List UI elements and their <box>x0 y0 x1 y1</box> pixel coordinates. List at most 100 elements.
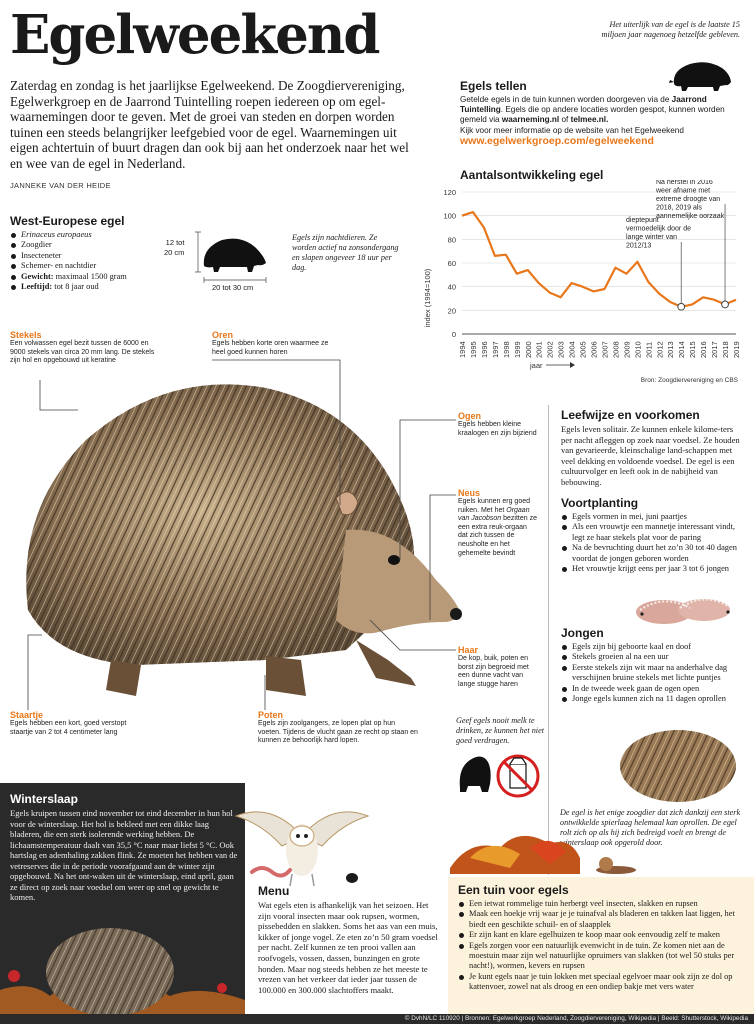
y-tick-label: 20 <box>448 306 456 315</box>
autumn-leaves-image <box>450 835 636 874</box>
byline: JANNEKE VAN DER HEIDE <box>10 181 111 190</box>
x-tick-label: 2019 <box>732 341 741 358</box>
tuin-item: Er zijn kant en klare egelhuizen te koop… <box>458 930 748 940</box>
worm-and-beetle-image <box>250 866 358 883</box>
egels-tellen-title: Egels tellen <box>460 79 527 93</box>
tuin-item: Je kunt egels naar je tuin lokken met sp… <box>458 972 748 993</box>
west-item: Schemer- en nachtdier <box>10 261 170 271</box>
footer-credits: © DvhN/LC 110920 | Bronnen: Egelwerkgroe… <box>404 1015 748 1022</box>
jongen-list: Egels zijn bij geboorte kaal en doof Stek… <box>561 642 746 704</box>
x-tick-label: 2011 <box>644 342 653 358</box>
annotation-marker <box>677 302 686 311</box>
x-tick-label: 1994 <box>458 341 467 358</box>
x-tick-label: 2002 <box>546 341 555 358</box>
west-item: Erinaceus europaeus <box>10 230 170 240</box>
egels-tellen-text: Getelde egels in de tuin kunnen worden d… <box>460 95 725 135</box>
owl-image <box>234 811 370 887</box>
leefwijze-text: Egels leven solitair. Ze kunnen enkele k… <box>561 424 740 487</box>
label-poten: Poten Egels zijn zoolgangers, ze lopen p… <box>258 710 418 745</box>
chart-source: Bron: Zoogdiervereniging en CBS <box>641 377 739 384</box>
nachtdier-note: Egels zijn nachtdieren. Ze worden actief… <box>292 233 399 272</box>
y-axis-label: index (1994=100) <box>423 268 432 327</box>
label-staartje: Staartje Egels hebben een kort, goed ver… <box>10 710 127 736</box>
menu-text: Wat egels eten is afhankelijk van het se… <box>258 900 438 995</box>
hedgehog-size-diagram <box>195 231 267 283</box>
y-tick-label: 60 <box>448 259 456 268</box>
x-tick-label: 1996 <box>480 341 489 358</box>
x-tick-label: 1997 <box>491 341 500 358</box>
label-leader-lines <box>27 359 456 710</box>
tuin-item: Egels zorgen voor een natuurlijk evenwic… <box>458 941 748 972</box>
chart-title: Aantalsontwikkeling egel <box>460 168 604 182</box>
x-tick-label: 2010 <box>633 341 642 358</box>
x-tick-label: 1995 <box>469 341 478 358</box>
voortplanting-item: Als een vrouwtje een mannetje interessan… <box>561 522 746 543</box>
y-tick-label: 100 <box>443 212 456 221</box>
intro-text: Zaterdag en zondag is het jaarlijkse Ege… <box>10 78 409 171</box>
y-tick-label: 0 <box>452 330 456 339</box>
label-neus: Neus Egels kunnen erg goed ruiken. Met h… <box>458 488 538 557</box>
rolled-hedgehog-image <box>620 730 736 802</box>
jongen-item: Eerste stekels zijn wit maar na anderhal… <box>561 663 746 684</box>
menu-title: Menu <box>258 884 290 898</box>
x-tick-label: 2008 <box>611 341 620 358</box>
x-tick-label: 2017 <box>710 341 719 358</box>
voortplanting-item: Egels vormen in mei, juni paartjes <box>561 512 746 522</box>
y-tick-label: 120 <box>443 188 456 197</box>
x-axis-label: jaar <box>529 361 543 370</box>
voortplanting-item: Het vrouwtje krijgt eens per jaar 3 tot … <box>561 564 746 574</box>
jongen-item: Stekels groeien al na een uur <box>561 652 746 662</box>
no-milk-icon <box>459 754 540 798</box>
jongen-item: Egels zijn bij geboorte kaal en doof <box>561 642 746 652</box>
tuin-list: Een ietwat rommelige tuin herbergt veel … <box>458 899 748 993</box>
west-item: Insecteneter <box>10 251 170 261</box>
label-haar: Haar De kop, buik, poten en borst zijn b… <box>458 645 529 688</box>
annotation-marker <box>721 300 729 309</box>
jongen-item: In de tweede week gaan de ogen open <box>561 684 746 694</box>
tuin-box <box>448 877 754 1014</box>
hedgehog-silhouette-icon <box>669 62 731 91</box>
west-item: Zoogdier <box>10 240 170 250</box>
tuin-title: Een tuin voor egels <box>458 883 569 897</box>
x-tick-label: 2013 <box>666 341 675 358</box>
jongen-title: Jongen <box>561 626 604 640</box>
melk-note: Geef egels nooit melk te drinken, ze kun… <box>456 716 544 745</box>
x-tick-label: 1998 <box>502 341 511 358</box>
west-item: Leeftijd: tot 8 jaar oud <box>10 282 170 292</box>
length-label: 20 tot 30 cm <box>212 283 254 292</box>
chart-annotation: dieptepunt vermoedelijk door de lange wint… <box>626 217 691 250</box>
west-europese-egel-list: Erinaceus europaeus Zoogdier Insecteneter S… <box>10 230 170 292</box>
winterslaap-text: Egels kruipen tussen eind november tot e… <box>10 808 238 902</box>
x-tick-label: 2006 <box>590 341 599 358</box>
label-oren: Oren Egels hebben korte oren waarmee ze … <box>212 330 329 356</box>
x-tick-label: 2004 <box>568 341 577 358</box>
label-stekels: Stekels Een volwassen egel bezit tussen … <box>10 330 155 365</box>
x-tick-label: 2012 <box>655 341 664 358</box>
west-item: Gewicht: maximaal 1500 gram <box>10 272 170 282</box>
west-europese-egel-title: West-Europese egel <box>10 214 125 228</box>
tuin-item: Een ietwat rommelige tuin herbergt veel … <box>458 899 748 909</box>
jongen-item: Jonge egels kunnen zich na 11 dagen opro… <box>561 694 746 704</box>
y-tick-label: 80 <box>448 235 456 244</box>
y-tick-label: 40 <box>448 283 456 292</box>
x-tick-label: 2007 <box>600 341 609 358</box>
height-label: 12 tot 20 cm <box>164 238 185 257</box>
egelweekend-link[interactable]: www.egelwerkgroep.com/egelweekend <box>460 135 654 147</box>
oprollen-note: De egel is het enige zoogdier dat zich d… <box>560 808 741 847</box>
x-tick-label: 2000 <box>524 341 533 358</box>
hibernating-hedgehog-image <box>0 928 245 1014</box>
x-tick-label: 1999 <box>513 341 522 358</box>
x-tick-label: 2009 <box>622 341 631 358</box>
tuin-item: Maak een hoekje vrij waar je je tuinafva… <box>458 909 748 930</box>
x-tick-label: 2001 <box>535 341 544 358</box>
label-ogen: Ogen Egels hebben kleine kraalogen en zi… <box>458 411 537 437</box>
baby-hedgehogs-image <box>636 598 730 624</box>
population-line-chart: 0 20 40 60 80 100 120 1994 1995 1996 1997 1998 1999… <box>423 180 741 384</box>
top-note: Het uiterlijk van de egel is de laatste … <box>601 20 740 39</box>
x-tick-label: 2014 <box>677 341 686 358</box>
series-line <box>461 211 737 308</box>
chart-annotation: Na herstel in 2016 weer afname met extreme… <box>655 180 725 220</box>
x-tick-label: 2005 <box>579 341 588 358</box>
x-tick-label: 2016 <box>699 341 708 358</box>
voortplanting-title: Voortplanting <box>561 496 639 510</box>
